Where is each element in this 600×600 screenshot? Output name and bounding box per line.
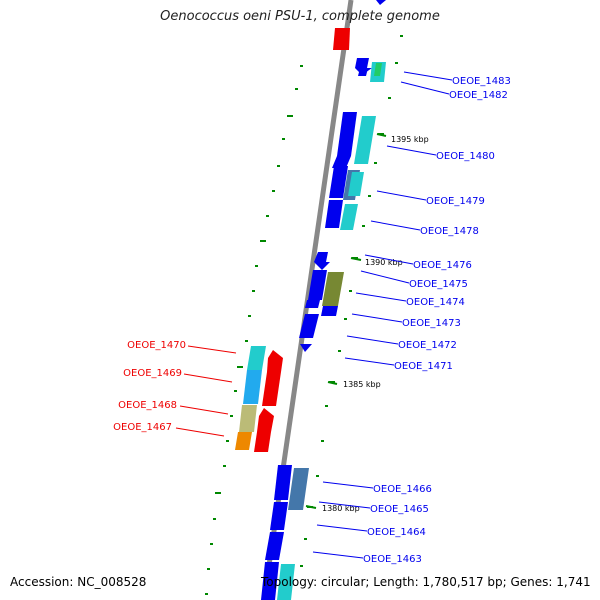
gene-label: OEOE_1478: [420, 226, 479, 237]
gene-arrow: [243, 370, 262, 404]
gene-label: OEOE_1475: [409, 279, 468, 290]
gene-arrow: [358, 68, 368, 76]
forward-leaders: [312, 71, 453, 559]
gene-arrow: [322, 272, 344, 306]
gene-label: OEOE_1474: [406, 297, 465, 308]
gene-arrow: [277, 564, 295, 600]
gene-arrow: [340, 204, 358, 230]
gene-label: OEOE_1483: [452, 76, 511, 87]
gene-arrow: [300, 344, 312, 352]
gene-arrow: [355, 58, 372, 75]
scale-markers: 1395 kbp 1390 kbp 1385 kbp 1380 kbp: [305, 133, 429, 513]
gene-label: OEOE_1465: [370, 504, 429, 515]
scale-label: 1380 kbp: [322, 504, 360, 513]
gene-arrow: [288, 468, 309, 510]
gene-label: OEOE_1464: [367, 527, 426, 538]
gene-arrow: [274, 465, 292, 500]
gene-arrow: [235, 432, 252, 450]
gene-label: OEOE_1473: [402, 318, 461, 329]
gene-arrow: [333, 28, 350, 50]
gene-label: OEOE_1479: [426, 196, 485, 207]
gene-arrow: [254, 432, 271, 452]
topology-text: Topology: circular; Length: 1,780,517 bp…: [261, 575, 591, 589]
gene-label: OEOE_1467: [113, 422, 172, 433]
gene-arrow: [247, 346, 266, 370]
gene-arrow: [239, 405, 257, 432]
gene-label: OEOE_1472: [398, 340, 457, 351]
gene-label: OEOE_1471: [394, 361, 453, 372]
gene-label: OEOE_1468: [118, 400, 177, 411]
reverse-gene-labels: OEOE_1470 OEOE_1469 OEOE_1468 OEOE_1467: [113, 340, 186, 433]
gene-label: OEOE_1480: [436, 151, 495, 162]
gene-arrow: [270, 502, 288, 530]
gene-arrow: [337, 112, 357, 156]
gene-arrow: [348, 172, 364, 196]
gene-arrow: [329, 166, 348, 198]
gene-arrow: [265, 532, 284, 560]
gene-arrow: [262, 372, 281, 406]
scale-label: 1385 kbp: [343, 380, 381, 389]
gene-arrow: [332, 156, 351, 168]
gene-arrow: [321, 306, 338, 316]
gene-arrow: [325, 200, 343, 228]
gene-arrow: [305, 300, 320, 308]
gene-label: OEOE_1463: [363, 554, 422, 565]
genome-title: Oenococcus oeni PSU-1, complete genome: [160, 9, 440, 24]
gene-arrow: [267, 350, 283, 372]
accession-text: Accession: NC_008528: [10, 575, 147, 589]
gene-label: OEOE_1469: [123, 368, 182, 379]
gene-arrow: [299, 314, 319, 338]
gene-label: OEOE_1470: [127, 340, 186, 351]
gene-label: OEOE_1476: [413, 260, 472, 271]
gene-arrow: [314, 252, 330, 270]
forward-gene-labels: OEOE_1483 OEOE_1482 OEOE_1480 OEOE_1479 …: [363, 76, 511, 565]
gene-label: OEOE_1466: [373, 484, 432, 495]
reverse-leaders: [175, 345, 237, 437]
gene-label: OEOE_1482: [449, 90, 508, 101]
gene-arrow: [261, 562, 279, 600]
reverse-genes: [235, 346, 283, 452]
scale-label: 1390 kbp: [365, 258, 403, 267]
gene-arrow: [374, 63, 382, 76]
gene-arrow: [376, 0, 386, 5]
gene-arrow: [257, 408, 274, 432]
forward-genes: [261, 58, 386, 600]
gene-arrow: [354, 116, 376, 164]
scale-label: 1395 kbp: [391, 135, 429, 144]
gene-arrow: [308, 270, 327, 300]
